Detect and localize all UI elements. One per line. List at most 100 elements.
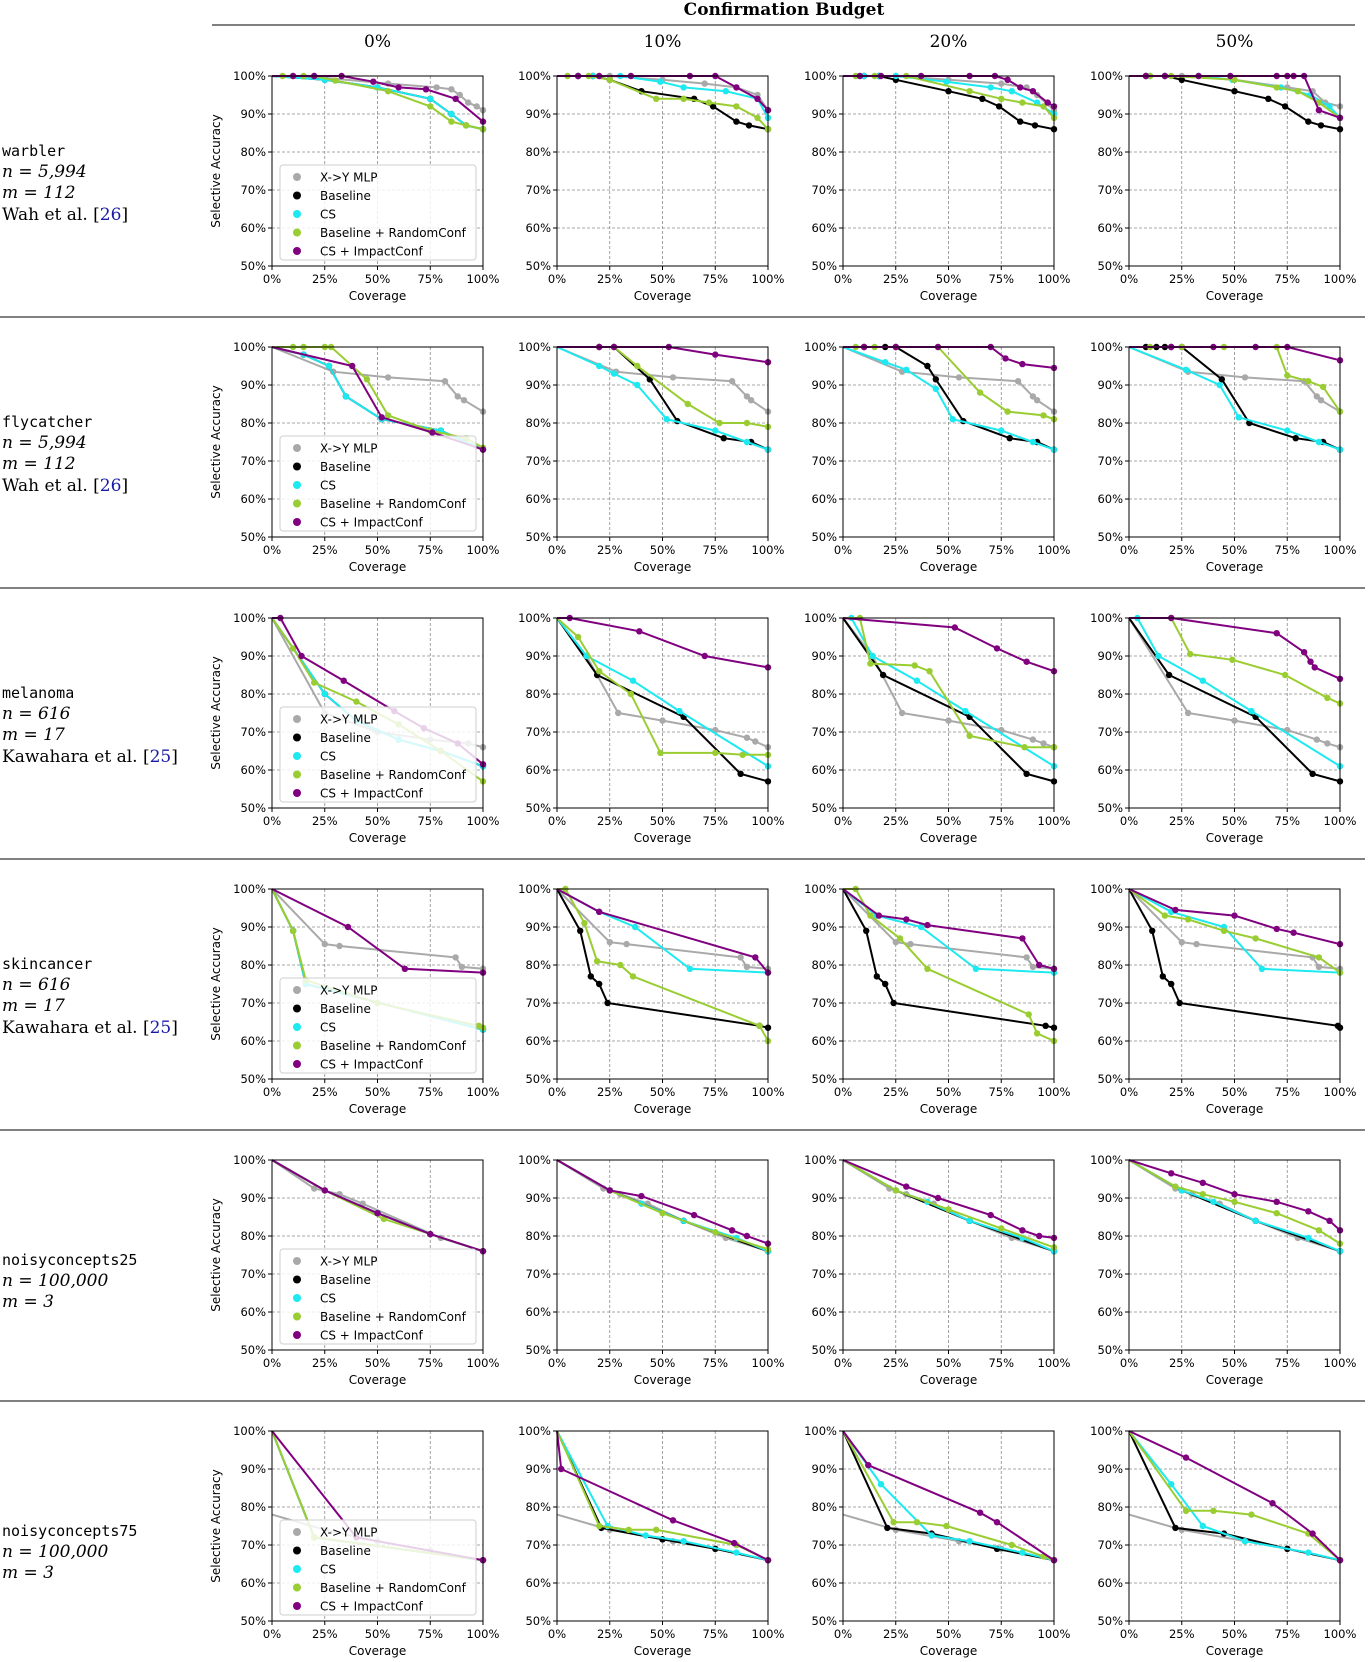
y-tick-label: 50% bbox=[811, 530, 837, 544]
x-tick-label: 25% bbox=[597, 1627, 623, 1641]
citation-number[interactable]: 25 bbox=[150, 747, 172, 767]
y-tick-label: 50% bbox=[1097, 530, 1123, 544]
x-axis-label: Coverage bbox=[349, 1644, 407, 1658]
data-point bbox=[1241, 374, 1249, 381]
data-point bbox=[987, 1211, 994, 1219]
x-tick-label: 0% bbox=[263, 1627, 281, 1641]
citation-number[interactable]: 26 bbox=[100, 205, 122, 225]
x-tick-label: 100% bbox=[1038, 1627, 1071, 1641]
data-point bbox=[596, 1522, 603, 1530]
data-point bbox=[1210, 1507, 1217, 1515]
x-tick-label: 0% bbox=[548, 272, 566, 286]
data-point bbox=[593, 958, 601, 965]
x-tick-label: 100% bbox=[1324, 1356, 1357, 1370]
data-point bbox=[1199, 1191, 1207, 1198]
data-point bbox=[943, 78, 950, 85]
legend-marker bbox=[293, 481, 301, 489]
data-point bbox=[1231, 1191, 1238, 1198]
y-tick-label: 90% bbox=[525, 1191, 551, 1205]
data-point bbox=[1019, 360, 1026, 368]
x-tick-label: 100% bbox=[752, 272, 785, 286]
data-point bbox=[867, 912, 874, 919]
data-point bbox=[1309, 770, 1316, 777]
x-tick-label: 100% bbox=[467, 543, 500, 557]
citation-text: Wah et al. [ bbox=[2, 476, 100, 496]
data-point bbox=[890, 999, 897, 1007]
x-tick-label: 0% bbox=[263, 543, 281, 557]
series-baseline-randomconf bbox=[843, 614, 1058, 751]
dataset-m: m = 17 bbox=[2, 725, 65, 745]
y-tick-label: 80% bbox=[811, 687, 837, 701]
citation-number[interactable]: 25 bbox=[150, 1018, 172, 1038]
y-tick-label: 100% bbox=[804, 1153, 837, 1167]
series-line bbox=[843, 617, 1054, 749]
chart-melanoma-2-2: 50% 60% 70% 80% 90% 100% 0% 25% 50% 75% 100% Covera… bbox=[804, 611, 1070, 845]
data-point bbox=[657, 78, 664, 85]
legend-entry: Baseline bbox=[320, 1273, 371, 1287]
y-tick-label: 90% bbox=[1097, 1462, 1123, 1476]
x-axis-label: Coverage bbox=[634, 831, 692, 845]
data-point bbox=[629, 973, 637, 980]
data-point bbox=[896, 935, 904, 942]
data-point bbox=[429, 429, 436, 436]
data-point bbox=[869, 652, 876, 660]
data-point bbox=[1033, 397, 1041, 404]
x-tick-label: 75% bbox=[988, 272, 1014, 286]
y-tick-label: 80% bbox=[525, 416, 551, 430]
data-point bbox=[456, 91, 463, 99]
x-tick-label: 0% bbox=[548, 543, 566, 557]
x-tick-label: 25% bbox=[1169, 1356, 1195, 1370]
y-tick-label: 60% bbox=[525, 221, 551, 235]
x-tick-label: 100% bbox=[1324, 1627, 1357, 1641]
data-point bbox=[1315, 1227, 1323, 1234]
series-line bbox=[1128, 1159, 1341, 1232]
x-tick-label: 50% bbox=[365, 814, 391, 828]
data-point bbox=[1199, 1179, 1207, 1187]
data-point bbox=[1165, 671, 1173, 679]
citation-number[interactable]: 26 bbox=[100, 476, 122, 496]
data-point bbox=[1229, 656, 1236, 663]
x-axis-label: Coverage bbox=[920, 1644, 978, 1658]
y-axis-label: Selective Accuracy bbox=[209, 114, 223, 227]
data-point bbox=[1284, 372, 1291, 379]
x-tick-label: 75% bbox=[1274, 272, 1300, 286]
series-x-y-mlp bbox=[1128, 617, 1344, 751]
series-line bbox=[556, 888, 769, 970]
data-point bbox=[1004, 76, 1011, 84]
data-point bbox=[1187, 650, 1194, 658]
y-tick-label: 60% bbox=[525, 492, 551, 506]
legend-box bbox=[279, 164, 477, 261]
x-tick-label: 50% bbox=[1222, 1085, 1248, 1099]
x-tick-label: 100% bbox=[467, 814, 500, 828]
citation-text: Wah et al. [ bbox=[2, 205, 100, 225]
legend-marker bbox=[293, 462, 301, 471]
chart-noisyconcepts25-4-0: 50% 60% 70% 80% 90% 100% 0% 25% 50% 75% 100% Covera… bbox=[209, 1153, 500, 1387]
legend-entry: CS + ImpactConf bbox=[320, 1329, 424, 1343]
data-point bbox=[1182, 366, 1190, 373]
x-tick-label: 50% bbox=[936, 1356, 962, 1370]
y-tick-label: 80% bbox=[240, 1229, 266, 1243]
legend-entry: Baseline + RandomConf bbox=[320, 768, 467, 782]
legend-box bbox=[279, 1519, 477, 1616]
x-axis-label: Coverage bbox=[349, 560, 407, 574]
data-point bbox=[722, 88, 729, 95]
series-baseline-randomconf bbox=[842, 1430, 1058, 1564]
y-tick-label: 50% bbox=[811, 259, 837, 273]
legend-marker bbox=[293, 1060, 301, 1068]
data-point bbox=[743, 438, 751, 446]
x-tick-label: 100% bbox=[752, 543, 785, 557]
x-tick-label: 75% bbox=[702, 1627, 728, 1641]
dataset-n: n = 5,994 bbox=[2, 162, 87, 182]
y-tick-label: 50% bbox=[1097, 259, 1123, 273]
x-tick-label: 25% bbox=[1169, 1085, 1195, 1099]
data-point bbox=[924, 362, 931, 370]
x-tick-label: 0% bbox=[834, 814, 852, 828]
x-tick-label: 100% bbox=[1324, 543, 1357, 557]
x-tick-label: 50% bbox=[936, 272, 962, 286]
data-point bbox=[1281, 671, 1289, 679]
y-tick-label: 80% bbox=[1097, 145, 1123, 159]
x-tick-label: 50% bbox=[1222, 1356, 1248, 1370]
data-point bbox=[1025, 1011, 1032, 1018]
y-tick-label: 80% bbox=[811, 1229, 837, 1243]
y-tick-label: 100% bbox=[518, 882, 551, 896]
